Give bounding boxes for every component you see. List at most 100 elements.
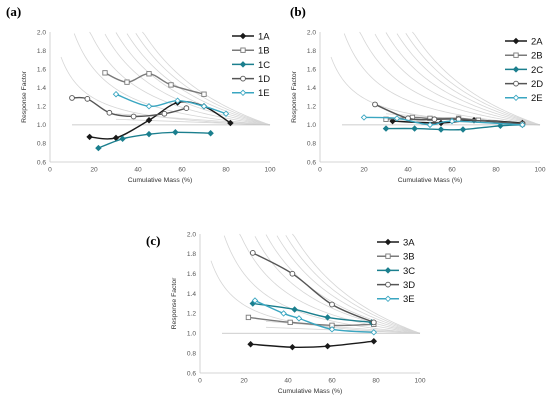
reference-curve — [223, 235, 421, 334]
data-point — [448, 117, 456, 125]
legend-marker — [240, 75, 246, 82]
legend-item-3e: 3E — [377, 294, 415, 305]
x-tick-label: 100 — [414, 378, 425, 385]
data-point — [222, 110, 230, 117]
legend-item-1d: 1D — [232, 74, 270, 85]
data-point — [287, 319, 293, 326]
data-point — [106, 109, 113, 116]
series-1b — [102, 70, 207, 97]
legend-label: 2D — [531, 79, 543, 90]
x-tick-label: 100 — [534, 167, 545, 174]
data-point — [161, 110, 168, 117]
data-point — [168, 82, 174, 88]
x-tick-label: 40 — [134, 167, 142, 174]
reference-curves — [210, 233, 421, 334]
legend-item-2d: 2D — [505, 79, 543, 90]
reference-curve — [276, 235, 421, 334]
y-tick-label: 1.8 — [307, 48, 316, 55]
reference-curve — [265, 234, 421, 334]
legend-marker — [513, 52, 519, 58]
reference-curve — [104, 33, 271, 126]
legend-label: 2B — [531, 51, 543, 62]
x-tick-label: 60 — [448, 167, 456, 174]
legend-label: 3D — [403, 280, 415, 291]
y-tick-label: 2.0 — [37, 29, 46, 36]
data-point — [130, 113, 137, 120]
legend-marker — [239, 61, 247, 68]
y-tick-label: 1.6 — [37, 66, 46, 73]
data-point — [497, 122, 504, 130]
reference-curve — [385, 32, 541, 126]
legend-item-2e: 2E — [505, 93, 543, 104]
reference-curve — [405, 33, 541, 126]
data-point — [247, 340, 254, 348]
data-point — [207, 129, 214, 137]
series-3a — [247, 337, 378, 351]
data-point — [411, 125, 418, 132]
reference-curve — [73, 33, 271, 126]
reference-curve — [412, 31, 541, 126]
data-point — [324, 314, 331, 321]
data-point — [437, 126, 445, 133]
series-1c — [95, 129, 214, 152]
x-axis-label: Cumulative Mass (%) — [398, 177, 463, 184]
data-point — [370, 319, 377, 326]
data-point — [172, 129, 179, 136]
legend-marker — [239, 89, 247, 97]
reference-curve — [115, 32, 271, 126]
y-tick-label: 0.8 — [307, 141, 316, 148]
reference-curve — [126, 33, 271, 126]
reference-curve — [343, 33, 541, 126]
x-tick-label: 40 — [284, 378, 292, 385]
legend-label: 3B — [403, 252, 415, 263]
y-tick-label: 1.8 — [187, 251, 196, 258]
x-axis-label: Cumulative Mass (%) — [278, 388, 343, 395]
data-point — [174, 97, 181, 104]
legend-label: 1A — [258, 31, 270, 42]
y-tick-label: 0.6 — [187, 370, 196, 377]
data-point — [393, 115, 401, 122]
chart-panel-3: (c) 0.6 0.8 1.0 1.2 1.4 1.6 1.8 2.0 0 20 40 60 80 100 C… — [146, 231, 426, 395]
data-point — [84, 96, 91, 102]
y-tick-label: 0.8 — [187, 350, 196, 357]
chart-panel-1: (a) 0.6 0.8 1.0 1.2 1.4 1.6 1.8 2.0 0 20 40 60 80 100 C… — [6, 4, 276, 184]
panel-label: (b) — [290, 4, 306, 19]
data-point — [249, 250, 256, 256]
data-point — [251, 297, 259, 304]
legend-label: 3A — [403, 237, 415, 248]
data-point — [200, 103, 208, 110]
y-tick-label: 1.0 — [307, 122, 316, 129]
legend-label: 2E — [531, 93, 543, 104]
legend-marker — [513, 80, 519, 87]
legend-marker — [512, 94, 520, 102]
x-tick-label: 100 — [264, 167, 275, 174]
legend-label: 1B — [258, 46, 270, 57]
series-2e — [360, 114, 526, 129]
series-line — [252, 252, 375, 324]
y-tick-label: 1.6 — [307, 66, 316, 73]
series-3d — [249, 250, 377, 326]
data-point — [112, 90, 120, 98]
y-tick-label: 1.2 — [307, 104, 316, 111]
data-point — [426, 121, 434, 129]
y-tick-label: 1.6 — [187, 271, 196, 278]
y-tick-label: 0.8 — [37, 141, 46, 148]
data-point — [280, 310, 287, 317]
legend-marker — [239, 32, 247, 40]
reference-curve — [396, 33, 541, 126]
legend-label: 1D — [258, 74, 270, 85]
chart-panel-2: (b) 0.6 0.8 1.0 1.2 1.4 1.6 1.8 2.0 0 20 40 60 80 100 C… — [290, 4, 546, 184]
series-line — [252, 302, 372, 324]
data-point — [291, 306, 298, 313]
x-tick-label: 40 — [404, 167, 412, 174]
y-tick-label: 1.0 — [187, 331, 196, 338]
reference-curve — [115, 113, 271, 126]
data-point — [370, 329, 378, 336]
y-axis-label: Response Factor — [291, 70, 298, 122]
x-tick-label: 80 — [492, 167, 500, 174]
data-point — [372, 101, 378, 108]
data-point — [519, 121, 526, 129]
y-tick-label: 0.6 — [307, 159, 316, 166]
y-tick-label: 1.8 — [37, 48, 46, 55]
